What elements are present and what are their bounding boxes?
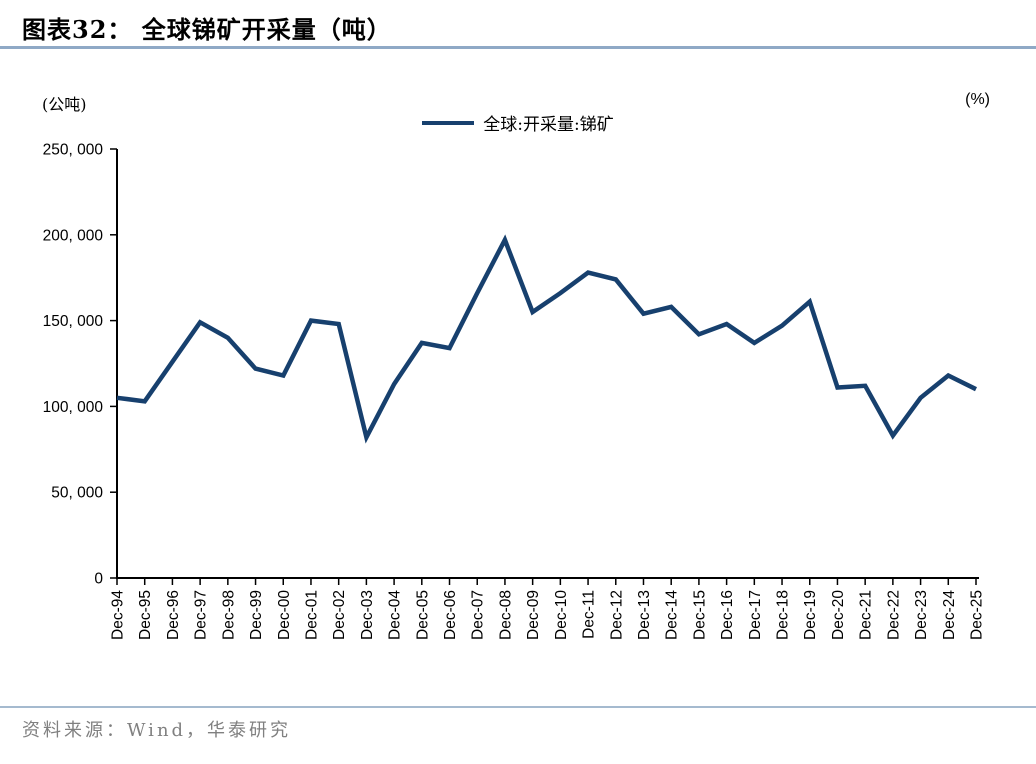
x-tick-label: Dec-06 [442, 590, 459, 640]
x-tick-label: Dec-17 [747, 590, 764, 640]
source-note: 资料来源：Wind，华泰研究 [22, 720, 292, 741]
y-tick-label: 200, 000 [43, 227, 104, 244]
x-tick-label: Dec-16 [719, 590, 736, 640]
x-tick-label: Dec-97 [193, 590, 210, 640]
x-tick-label: Dec-25 [969, 590, 986, 640]
x-tick-label: Dec-18 [775, 590, 792, 640]
x-tick-label: Dec-95 [137, 590, 154, 640]
x-tick-label: Dec-08 [497, 590, 514, 640]
x-tick-label: Dec-10 [553, 590, 570, 640]
x-tick-label: Dec-04 [387, 590, 404, 640]
legend-label: 全球:开采量:锑矿 [483, 115, 614, 135]
y-tick-label: 100, 000 [43, 399, 104, 416]
footer-divider [0, 706, 1036, 708]
x-tick-label: Dec-14 [664, 590, 681, 640]
title-divider [0, 46, 1036, 49]
legend: 全球:开采量:锑矿 [0, 110, 1036, 135]
x-tick-label: Dec-23 [913, 590, 930, 640]
x-tick-label: Dec-99 [248, 590, 265, 640]
x-tick-label: Dec-96 [165, 590, 182, 640]
x-tick-label: Dec-19 [802, 590, 819, 640]
x-tick-label: Dec-98 [220, 590, 237, 640]
x-tick-label: Dec-02 [331, 590, 348, 640]
x-tick-label: Dec-11 [581, 590, 598, 639]
x-tick-label: Dec-01 [303, 590, 320, 640]
x-tick-label: Dec-13 [636, 590, 653, 640]
x-tick-label: Dec-07 [470, 590, 487, 640]
x-tick-label: Dec-24 [941, 590, 958, 640]
y-tick-label: 150, 000 [43, 313, 104, 330]
axis-lines [116, 149, 979, 579]
y-tick-label: 50, 000 [51, 485, 103, 502]
y-tick-label: 0 [94, 571, 103, 588]
y-axis-unit-label: (公吨) [42, 95, 87, 114]
x-tick-label: Dec-20 [830, 590, 847, 640]
x-tick-label: Dec-09 [525, 590, 542, 640]
x-tick-label: Dec-05 [414, 590, 431, 640]
data-line-series [116, 234, 977, 444]
x-tick-label: Dec-15 [691, 590, 708, 640]
x-tick-label: Dec-12 [608, 590, 625, 640]
x-tick-label: Dec-21 [858, 590, 875, 640]
x-tick-label: Dec-00 [276, 590, 293, 640]
legend-line-marker [422, 120, 475, 125]
right-axis-unit-label: (%) [965, 91, 990, 108]
x-tick-label: Dec-94 [110, 590, 127, 640]
x-tick-label: Dec-03 [359, 590, 376, 640]
x-tick-label: Dec-22 [885, 590, 902, 640]
chart-title: 图表32： 全球锑矿开采量（吨） [22, 15, 392, 44]
y-tick-label: 250, 000 [43, 142, 104, 159]
